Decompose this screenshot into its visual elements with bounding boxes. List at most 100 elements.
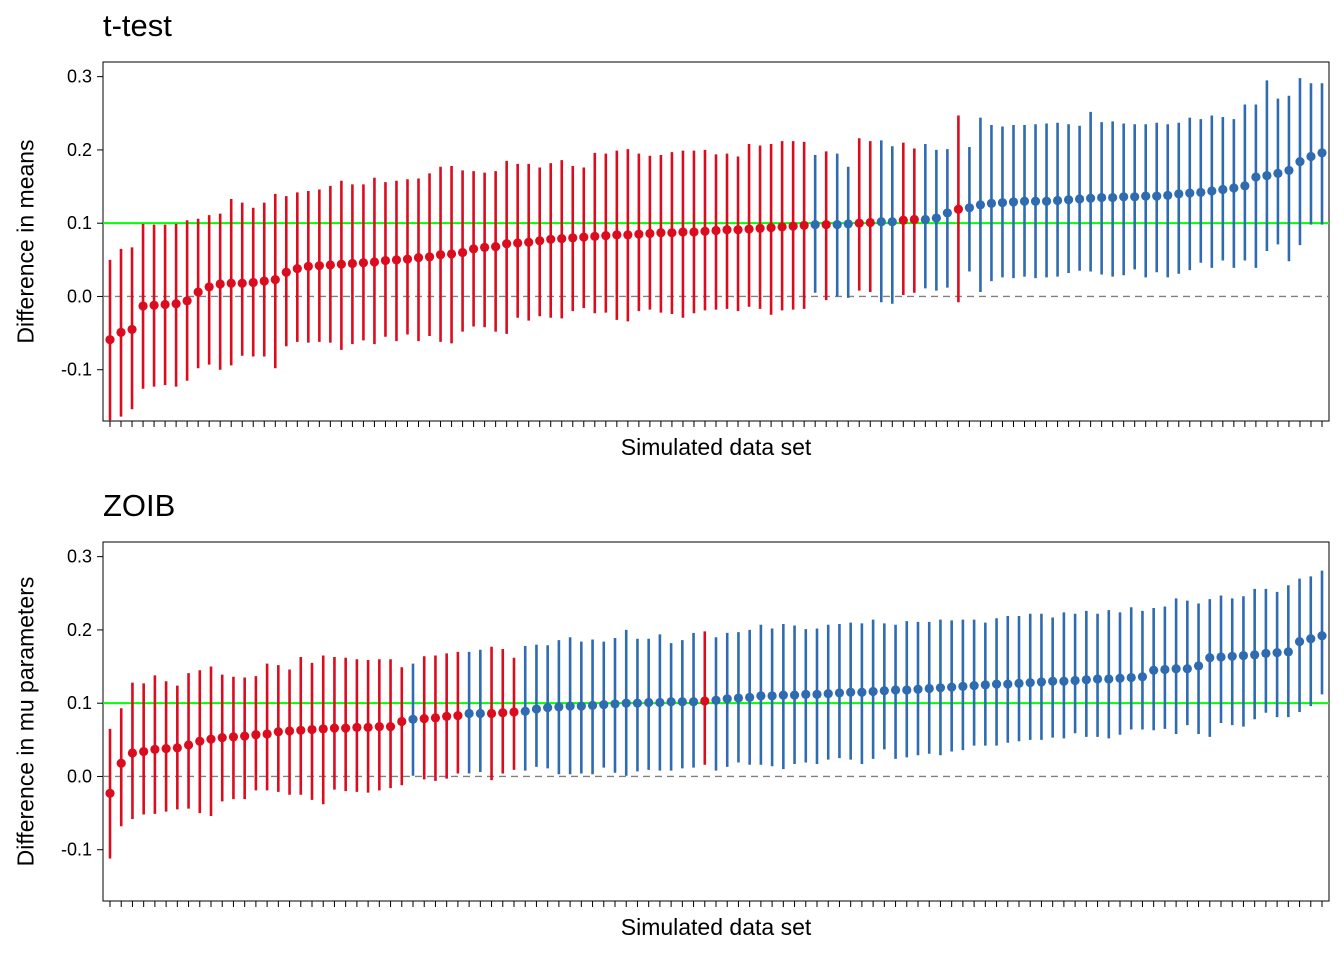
- t-test-y-tick-label: -0.1: [61, 360, 92, 380]
- t-test-estimate-point: [1008, 197, 1019, 207]
- zoib-plot: -0.1 0.0 0.1 0.2 0.3: [61, 541, 1330, 907]
- t-test-estimate-point: [1295, 157, 1305, 167]
- t-test-estimate-point: [391, 255, 402, 265]
- t-test-plot: -0.1 0.0 0.1 0.2 0.3: [61, 61, 1330, 427]
- zoib-estimate-point: [397, 716, 407, 727]
- t-test-estimate-point: [953, 204, 964, 214]
- zoib-estimate-point: [1104, 674, 1114, 684]
- zoib-estimate-point: [139, 746, 149, 757]
- zoib-estimate-point: [991, 679, 1002, 689]
- zoib-estimate-point: [1137, 672, 1148, 682]
- t-test-estimate-point: [920, 214, 930, 225]
- t-test-estimate-point: [535, 236, 545, 246]
- zoib-x-axis-label: Simulated data set: [620, 914, 812, 940]
- t-test-estimate-point: [435, 250, 446, 260]
- t-test-estimate-point: [502, 239, 512, 249]
- zoib-estimate-point: [1205, 653, 1215, 663]
- t-test-estimate-point: [1063, 195, 1074, 205]
- t-test-estimate-point: [524, 237, 534, 247]
- t-test-estimate-point: [424, 252, 435, 262]
- t-test-estimate-point: [182, 296, 192, 306]
- t-test-estimate-point: [722, 225, 732, 235]
- zoib-estimate-point: [1160, 664, 1170, 675]
- t-test-estimate-point: [843, 219, 853, 229]
- zoib-estimate-point: [632, 698, 643, 708]
- t-test-estimate-point: [226, 278, 236, 288]
- zoib-estimate-point: [1070, 675, 1080, 686]
- t-test-estimate-point: [1185, 188, 1195, 198]
- zoib-estimate-point: [1317, 631, 1327, 641]
- zoib-estimate-point: [183, 740, 194, 750]
- t-test-estimate-point: [788, 221, 798, 231]
- zoib-estimate-point: [307, 724, 317, 735]
- zoib-estimate-point: [116, 758, 126, 768]
- t-test-y-tick-label: 0.3: [67, 67, 92, 87]
- zoib-estimate-point: [1115, 673, 1125, 683]
- zoib-estimate-point: [1126, 672, 1136, 683]
- t-test-estimate-point: [1108, 192, 1118, 203]
- zoib-estimate-point: [385, 722, 396, 732]
- zoib-estimate-point: [935, 683, 946, 693]
- zoib-estimate-point: [341, 723, 351, 733]
- t-test-estimate-point: [557, 233, 567, 244]
- t-test-estimate-point: [446, 249, 457, 259]
- zoib-estimate-point: [1216, 652, 1226, 662]
- zoib-estimate-point: [329, 723, 340, 733]
- zoib-estimate-point: [352, 722, 362, 732]
- zoib-estimate-point: [161, 744, 171, 754]
- zoib-estimate-point: [868, 686, 878, 697]
- t-test-estimate-point: [105, 335, 115, 345]
- t-test-estimate-point: [777, 222, 787, 232]
- zoib-estimate-point: [1081, 675, 1091, 685]
- zoib-estimate-point: [823, 689, 833, 699]
- zoib-estimate-point: [1092, 674, 1103, 684]
- zoib-estimate-point: [846, 687, 856, 697]
- zoib-estimate-point: [1048, 676, 1058, 686]
- t-test-estimate-point: [457, 247, 468, 258]
- t-test-estimate-point: [171, 299, 181, 309]
- t-test-estimate-point: [237, 278, 247, 288]
- t-test-estimate-point: [546, 234, 556, 244]
- t-test-estimate-point: [678, 227, 688, 237]
- panel-zoib: -0.1 0.0 0.1 0.2 0.3 ZOIB Difference in mu p…: [0, 480, 1344, 960]
- t-test-estimate-point: [1052, 195, 1063, 206]
- t-test-estimate-point: [336, 259, 346, 269]
- t-test-estimate-point: [1229, 183, 1239, 193]
- zoib-estimate-point: [857, 687, 867, 697]
- zoib-estimate-point: [475, 708, 485, 719]
- t-test-estimate-point: [292, 264, 302, 274]
- zoib-estimate-point: [621, 698, 631, 708]
- t-test-estimate-point: [491, 242, 501, 252]
- zoib-estimate-point: [1272, 648, 1282, 658]
- zoib-estimate-point: [801, 689, 811, 699]
- t-test-estimate-point: [1119, 192, 1129, 202]
- zoib-estimate-point: [1025, 678, 1035, 688]
- t-test-estimate-point: [623, 230, 633, 240]
- t-test-estimate-point: [1317, 148, 1327, 158]
- t-test-x-axis-label: Simulated data set: [620, 434, 812, 460]
- t-test-estimate-point: [744, 224, 754, 234]
- zoib-estimate-point: [453, 711, 463, 721]
- zoib-estimate-point: [834, 688, 845, 698]
- zoib-estimate-point: [1149, 665, 1159, 675]
- t-test-estimate-point: [193, 287, 203, 297]
- zoib-estimate-point: [1283, 647, 1293, 657]
- t-test-estimate-point: [303, 261, 313, 272]
- zoib-estimate-point: [419, 713, 429, 724]
- t-test-estimate-point: [259, 276, 269, 286]
- zoib-y-tick-label: -0.1: [61, 840, 92, 860]
- t-test-estimate-point: [270, 274, 280, 285]
- zoib-estimate-point: [610, 699, 620, 709]
- t-test-estimate-point: [821, 220, 831, 230]
- t-test-estimate-point: [1097, 192, 1107, 203]
- t-test-estimate-point: [810, 220, 820, 230]
- zoib-estimate-point: [644, 697, 654, 708]
- t-test-estimate-point: [700, 226, 710, 236]
- t-test-estimate-point: [358, 258, 369, 268]
- t-test-estimate-point: [116, 327, 126, 337]
- zoib-estimate-point: [240, 731, 250, 741]
- t-test-estimate-point: [149, 300, 159, 310]
- t-test-estimate-point: [964, 203, 975, 213]
- zoib-y-tick-label: 0.3: [67, 547, 92, 567]
- zoib-estimate-point: [599, 700, 609, 710]
